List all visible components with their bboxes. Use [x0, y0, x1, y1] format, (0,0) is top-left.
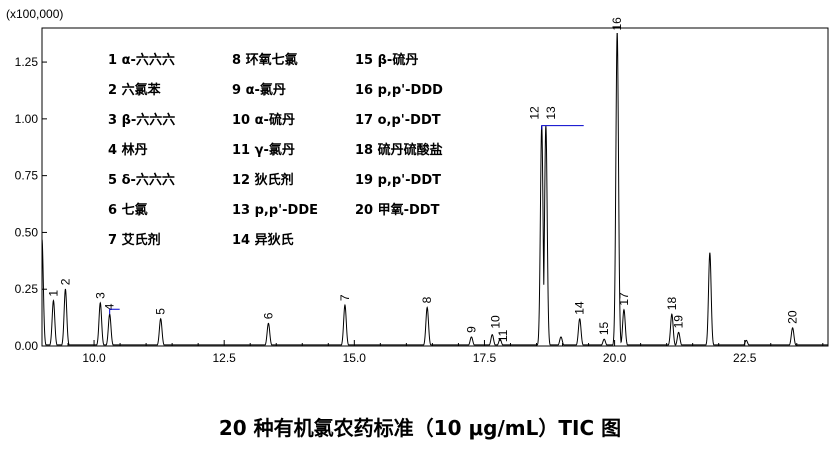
legend-entry: 19 p,p'-DDT — [355, 173, 441, 188]
x-tick-label: 15.0 — [343, 351, 367, 365]
y-tick-label: 0.00 — [15, 339, 39, 353]
plot-frame — [41, 27, 829, 347]
y-tick-label: 1.00 — [15, 112, 39, 126]
x-tick-label: 22.5 — [733, 351, 757, 365]
legend-entry: 3 β-六六六 — [108, 112, 175, 128]
legend-entry: 15 β-硫丹 — [355, 52, 418, 68]
legend-entry: 8 环氧七氯 — [232, 52, 298, 68]
legend-entry: 7 艾氏剂 — [108, 232, 161, 248]
peak-label: 17 — [617, 292, 631, 306]
peak-label: 2 — [58, 278, 72, 285]
peak-label: 10 — [488, 315, 502, 329]
y-tick-label: 1.25 — [15, 55, 39, 69]
x-tick-label: 17.5 — [473, 351, 497, 365]
legend-entry: 17 o,p'-DDT — [355, 113, 441, 128]
peak-label: 19 — [672, 315, 686, 329]
legend-entry: 4 林丹 — [108, 142, 148, 158]
peak-label: 7 — [338, 294, 352, 301]
peak-label: 12 — [528, 106, 542, 120]
y-tick-label: 0.25 — [15, 282, 39, 296]
x-tick-label: 20.0 — [603, 351, 627, 365]
peak-label: 15 — [597, 322, 611, 336]
x-axis: 10.0 12.5 15.0 17.5 20.0 22.5 — [41, 340, 824, 365]
peak-label: 14 — [573, 301, 587, 315]
coelution-marker — [541, 125, 584, 130]
peak-label: 6 — [261, 312, 275, 319]
peak-label: 5 — [154, 308, 168, 315]
legend-entry: 2 六氯苯 — [108, 82, 162, 98]
peak-label: 4 — [103, 303, 117, 310]
legend: 1 α-六六六 2 六氯苯 3 β-六六六 4 林丹 5 δ-六六六 6 七氯 7 艾氏剂 8… — [108, 52, 443, 248]
tic-chromatogram: (x100,000) 0.00 0.25 0.50 0.75 1.00 1.25 10.0… — [6, 7, 829, 365]
peak-label: 20 — [786, 310, 800, 324]
legend-entry: 11 γ-氯丹 — [232, 142, 295, 158]
legend-entry: 20 甲氧-DDT — [355, 202, 440, 218]
legend-entry: 10 α-硫丹 — [232, 112, 295, 128]
peak-label: 1 — [46, 290, 60, 297]
peak-label: 11 — [496, 329, 510, 342]
legend-entry: 5 δ-六六六 — [108, 172, 175, 188]
legend-entry: 1 α-六六六 — [108, 52, 175, 68]
legend-entry: 13 p,p'-DDE — [232, 203, 318, 218]
y-axis: 0.00 0.25 0.50 0.75 1.00 1.25 — [15, 55, 47, 353]
peak-label: 16 — [610, 17, 624, 31]
tic-trace — [41, 33, 828, 346]
legend-entry: 6 七氯 — [108, 202, 148, 218]
y-tick-label: 0.75 — [15, 169, 39, 183]
y-scale-label: (x100,000) — [6, 7, 63, 21]
legend-entry: 14 异狄氏 — [232, 232, 294, 248]
legend-entry: 18 硫丹硫酸盐 — [355, 142, 443, 158]
peak-marker — [109, 308, 120, 315]
peak-label: 8 — [420, 296, 434, 303]
legend-entry: 16 p,p'-DDD — [355, 83, 443, 98]
legend-entry: 12 狄氏剂 — [232, 172, 294, 188]
figure-caption: 20 种有机氯农药标准（10 μg/mL）TIC 图 — [218, 416, 622, 440]
legend-entry: 9 α-氯丹 — [232, 82, 286, 98]
y-tick-label: 0.50 — [15, 225, 39, 239]
peak-label: 9 — [464, 326, 478, 333]
peak-label: 18 — [665, 297, 679, 311]
x-tick-label: 12.5 — [213, 351, 237, 365]
peak-label: 13 — [544, 106, 558, 120]
x-tick-label: 10.0 — [82, 351, 106, 365]
peak-label: 3 — [93, 292, 107, 299]
